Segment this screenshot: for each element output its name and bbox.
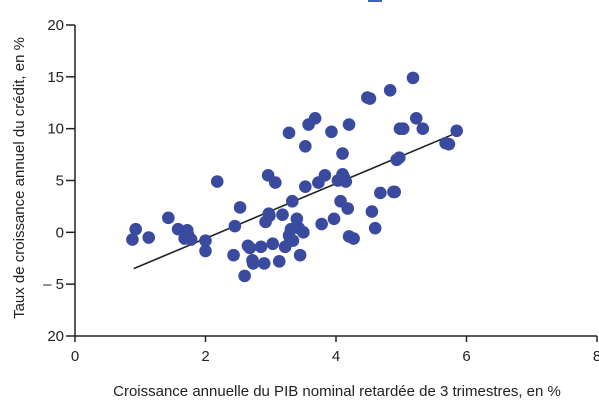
data-point-31 (282, 126, 296, 140)
y-tick-label-3: 5 (56, 173, 64, 190)
data-point-4 (171, 222, 185, 236)
y-tick-label-6: 20 (47, 328, 64, 345)
data-point-39 (293, 248, 307, 262)
data-point-76 (442, 137, 456, 151)
data-point-29 (276, 208, 289, 222)
data-point-15 (238, 269, 251, 283)
y-tick-label-5: – 5 (43, 276, 64, 293)
x-tick-label-1: 2 (201, 348, 209, 365)
data-point-46 (315, 217, 328, 231)
y-tick-label-4: 0 (56, 224, 64, 241)
data-point-10 (199, 244, 212, 258)
data-point-71 (396, 122, 410, 135)
data-point-49 (327, 212, 341, 226)
data-point-40 (297, 226, 310, 239)
data-point-48 (325, 125, 338, 139)
data-point-59 (347, 232, 360, 245)
data-point-44 (308, 112, 322, 125)
data-point-1 (129, 222, 142, 236)
data-point-26 (266, 237, 280, 251)
data-point-77 (450, 124, 464, 138)
y-tick-label-1: 15 (47, 69, 64, 86)
data-point-12 (227, 248, 240, 262)
x-axis-title: Croissance annuelle du PIB nominal retar… (113, 383, 561, 400)
data-point-20 (254, 240, 268, 254)
data-points (126, 71, 464, 283)
data-point-55 (339, 175, 353, 188)
data-point-21 (257, 257, 271, 270)
data-point-35 (285, 194, 299, 208)
x-tick-label-3: 6 (462, 348, 470, 365)
data-point-17 (243, 241, 257, 255)
data-point-14 (233, 201, 247, 214)
x-tick-label-2: 4 (332, 348, 340, 365)
data-point-65 (383, 84, 397, 97)
data-point-25 (263, 209, 276, 223)
y-axis: 20 15 10 5 0 – 5 20 (43, 17, 76, 345)
data-point-61 (363, 92, 377, 105)
x-axis: 0 2 4 6 8 (71, 335, 599, 365)
data-point-73 (409, 112, 423, 125)
data-point-74 (416, 122, 430, 135)
data-point-67 (388, 185, 402, 199)
data-point-19 (246, 257, 260, 270)
x-tick-label-0: 0 (71, 348, 79, 365)
data-point-52 (336, 147, 349, 160)
data-point-28 (272, 255, 286, 268)
data-point-64 (374, 186, 387, 200)
data-point-3 (162, 211, 175, 225)
data-point-13 (228, 219, 242, 233)
data-point-41 (299, 139, 312, 153)
x-tick-label-4: 8 (593, 348, 599, 365)
data-point-56 (341, 202, 355, 215)
data-point-36 (286, 234, 300, 247)
data-point-69 (392, 151, 406, 164)
data-point-27 (269, 176, 282, 189)
data-point-72 (406, 71, 420, 85)
y-tick-label-0: 20 (47, 17, 64, 34)
data-point-42 (299, 180, 312, 194)
data-point-57 (342, 118, 356, 131)
data-point-9 (199, 234, 212, 247)
data-point-2 (142, 231, 156, 244)
data-point-62 (365, 205, 379, 218)
y-tick-label-2: 10 (47, 121, 64, 138)
y-axis-title: Taux de croissance annuel du crédit, en … (11, 37, 28, 319)
data-point-47 (318, 169, 332, 182)
data-point-0 (126, 233, 139, 246)
data-point-8 (184, 233, 198, 246)
data-point-63 (368, 221, 382, 235)
data-point-11 (210, 175, 224, 188)
